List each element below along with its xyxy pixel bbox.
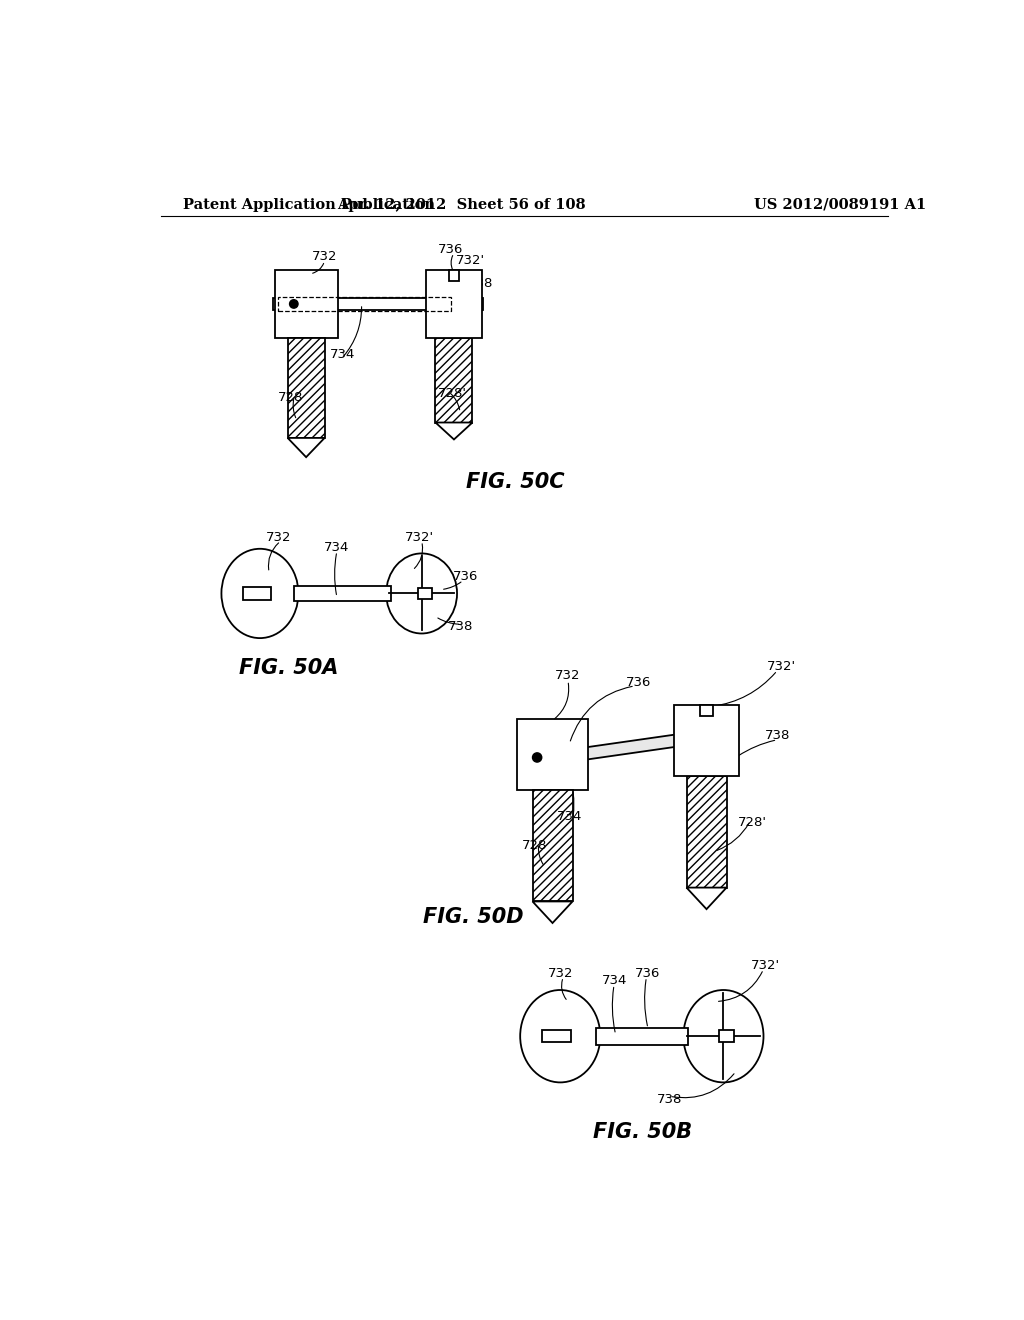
- Text: 738: 738: [447, 620, 473, 634]
- Text: 738: 738: [656, 1093, 682, 1106]
- Circle shape: [532, 752, 542, 762]
- Ellipse shape: [386, 553, 457, 634]
- Text: FIG. 50B: FIG. 50B: [593, 1122, 692, 1142]
- Text: 728: 728: [279, 391, 303, 404]
- Bar: [542, 1030, 571, 1043]
- Text: 732: 732: [555, 669, 581, 682]
- Text: FIG. 50D: FIG. 50D: [423, 907, 523, 927]
- Text: 728: 728: [522, 838, 548, 851]
- Bar: [418, 589, 432, 599]
- Bar: [274, 271, 338, 338]
- Bar: [596, 1028, 688, 1044]
- Text: 734: 734: [330, 348, 355, 362]
- Text: 736: 736: [437, 243, 463, 256]
- Bar: [686, 776, 727, 887]
- Text: 736: 736: [453, 570, 478, 583]
- Text: US 2012/0089191 A1: US 2012/0089191 A1: [755, 198, 927, 211]
- Text: 738: 738: [765, 730, 791, 742]
- Text: 732': 732': [457, 255, 485, 268]
- Text: 734: 734: [601, 974, 627, 987]
- Bar: [532, 789, 572, 902]
- Text: FIG. 50C: FIG. 50C: [466, 471, 565, 492]
- Bar: [700, 705, 713, 715]
- Text: 732': 732': [767, 660, 796, 673]
- Bar: [449, 271, 460, 281]
- Text: 732: 732: [548, 966, 573, 979]
- Polygon shape: [532, 902, 572, 923]
- Text: 732': 732': [404, 531, 434, 544]
- Bar: [288, 338, 325, 438]
- Bar: [686, 776, 727, 887]
- Bar: [532, 789, 572, 902]
- Bar: [517, 719, 588, 789]
- Ellipse shape: [683, 990, 764, 1082]
- Text: Patent Application Publication: Patent Application Publication: [183, 198, 435, 211]
- Polygon shape: [520, 726, 736, 770]
- Ellipse shape: [520, 990, 600, 1082]
- Polygon shape: [686, 887, 727, 909]
- Bar: [278, 297, 451, 312]
- Bar: [294, 586, 391, 601]
- Text: 736: 736: [626, 676, 651, 689]
- Bar: [674, 705, 739, 776]
- Text: 732: 732: [265, 531, 291, 544]
- Bar: [288, 338, 325, 438]
- Text: Apr. 12, 2012  Sheet 56 of 108: Apr. 12, 2012 Sheet 56 of 108: [337, 198, 586, 211]
- Text: 728': 728': [438, 387, 467, 400]
- Text: FIG. 50A: FIG. 50A: [239, 659, 338, 678]
- Text: 732: 732: [312, 251, 337, 264]
- Text: 738: 738: [468, 277, 494, 290]
- Polygon shape: [288, 438, 325, 457]
- Text: 734: 734: [325, 541, 349, 554]
- Text: 736: 736: [635, 966, 660, 979]
- Text: 732': 732': [752, 958, 780, 972]
- Bar: [435, 338, 472, 422]
- Circle shape: [290, 300, 298, 308]
- Text: 728': 728': [738, 816, 767, 829]
- Bar: [435, 338, 472, 422]
- Bar: [273, 298, 483, 310]
- Text: 734: 734: [557, 810, 583, 824]
- Bar: [426, 271, 481, 338]
- Bar: [719, 1030, 734, 1043]
- Ellipse shape: [221, 549, 298, 638]
- Polygon shape: [435, 422, 472, 440]
- Bar: [243, 587, 270, 599]
